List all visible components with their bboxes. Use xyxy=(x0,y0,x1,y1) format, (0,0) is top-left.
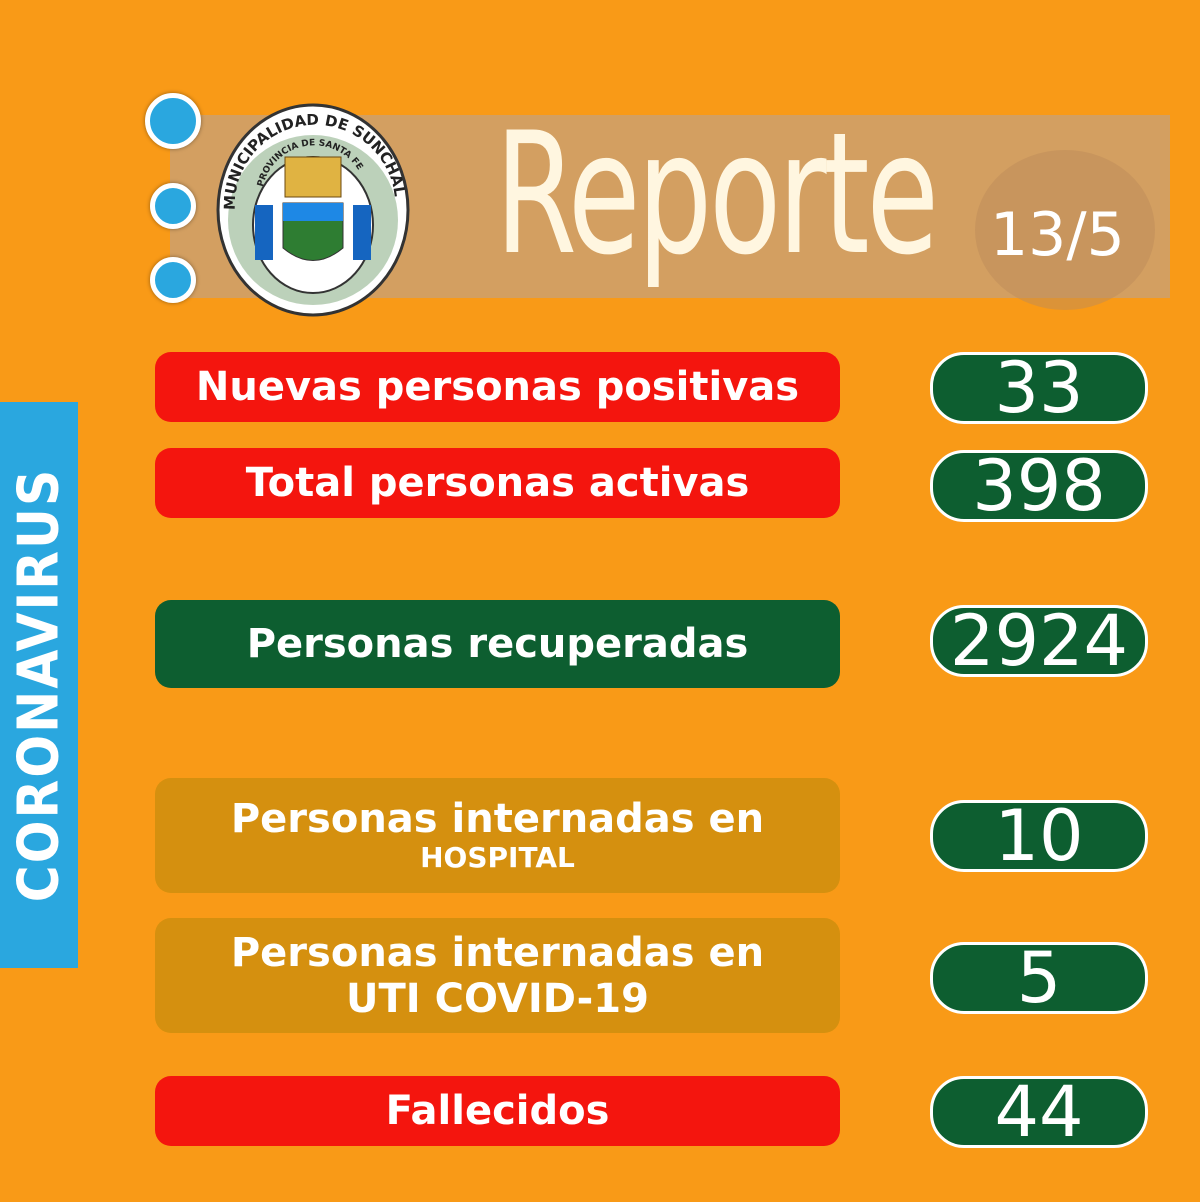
label-text: Fallecidos xyxy=(385,1088,610,1134)
label-text: Personas recuperadas xyxy=(246,621,749,667)
label-text: Total personas activas xyxy=(245,460,750,506)
logo-guard xyxy=(255,205,273,260)
row-label: Total personas activas xyxy=(155,448,840,518)
logo-shield-top xyxy=(283,203,343,221)
row-label: Personas internadas en UTI COVID-19 xyxy=(155,918,840,1033)
date: 13/5 xyxy=(990,200,1125,270)
row-value: 398 xyxy=(930,450,1148,522)
row-value: 44 xyxy=(930,1076,1148,1148)
dot xyxy=(150,183,196,229)
row-label: Personas recuperadas xyxy=(155,600,840,688)
row-value: 33 xyxy=(930,352,1148,424)
row-label: Fallecidos xyxy=(155,1076,840,1146)
title: Reporte xyxy=(495,96,939,292)
sublabel-text: UTI COVID-19 xyxy=(346,975,649,1022)
dot xyxy=(150,257,196,303)
row-value: 10 xyxy=(930,800,1148,872)
side-label: CORONAVIRUS xyxy=(6,467,72,903)
sublabel-text: HOSPITAL xyxy=(420,841,575,875)
row-label: Personas internadas en HOSPITAL xyxy=(155,778,840,893)
label-text: Nuevas personas positivas xyxy=(195,364,800,410)
logo-guard xyxy=(353,205,371,260)
date-badge xyxy=(975,150,1155,310)
row-label: Nuevas personas positivas xyxy=(155,352,840,422)
side-banner: CORONAVIRUS xyxy=(0,402,78,968)
label-text: Personas internadas en xyxy=(230,929,765,976)
logo-castle xyxy=(284,156,342,198)
row-value: 5 xyxy=(930,942,1148,1014)
dot xyxy=(145,93,201,149)
label-text: Personas internadas en xyxy=(230,796,765,843)
row-value: 2924 xyxy=(930,605,1148,677)
logo: MUNICIPALIDAD DE SUNCHALES PROVINCIA DE … xyxy=(205,95,410,317)
